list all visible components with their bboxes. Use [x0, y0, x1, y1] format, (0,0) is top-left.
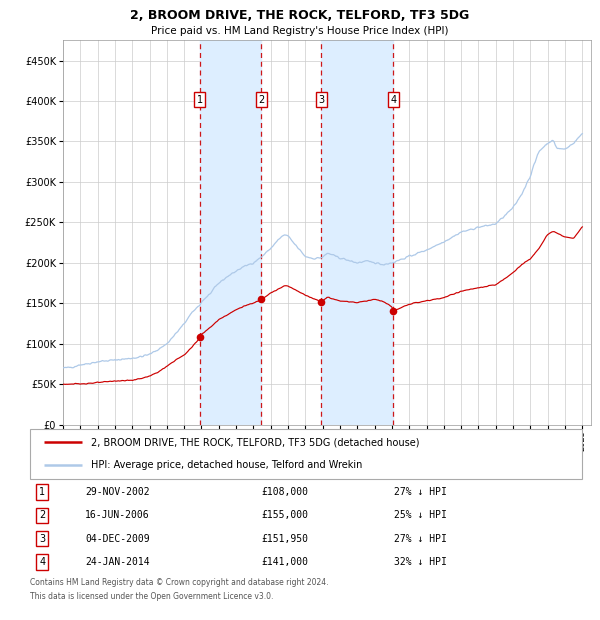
Text: 29-NOV-2002: 29-NOV-2002	[85, 487, 150, 497]
Bar	[321, 40, 393, 425]
Text: 2: 2	[258, 95, 265, 105]
Text: 27% ↓ HPI: 27% ↓ HPI	[394, 534, 447, 544]
Text: 3: 3	[39, 534, 45, 544]
Text: £108,000: £108,000	[262, 487, 309, 497]
Text: 27% ↓ HPI: 27% ↓ HPI	[394, 487, 447, 497]
Text: 3: 3	[318, 95, 325, 105]
Text: HPI: Average price, detached house, Telford and Wrekin: HPI: Average price, detached house, Telf…	[91, 460, 362, 470]
Text: 2, BROOM DRIVE, THE ROCK, TELFORD, TF3 5DG (detached house): 2, BROOM DRIVE, THE ROCK, TELFORD, TF3 5…	[91, 438, 419, 448]
Bar	[200, 40, 262, 425]
Text: 1: 1	[39, 487, 45, 497]
Text: 32% ↓ HPI: 32% ↓ HPI	[394, 557, 447, 567]
Text: 4: 4	[390, 95, 396, 105]
Text: 25% ↓ HPI: 25% ↓ HPI	[394, 510, 447, 520]
Text: £151,950: £151,950	[262, 534, 309, 544]
Text: 2: 2	[39, 510, 45, 520]
Text: Contains HM Land Registry data © Crown copyright and database right 2024.: Contains HM Land Registry data © Crown c…	[30, 578, 329, 587]
Text: 2, BROOM DRIVE, THE ROCK, TELFORD, TF3 5DG: 2, BROOM DRIVE, THE ROCK, TELFORD, TF3 5…	[130, 9, 470, 22]
Text: 1: 1	[197, 95, 203, 105]
Text: Price paid vs. HM Land Registry's House Price Index (HPI): Price paid vs. HM Land Registry's House …	[151, 26, 449, 36]
Text: £141,000: £141,000	[262, 557, 309, 567]
Text: £155,000: £155,000	[262, 510, 309, 520]
Text: 24-JAN-2014: 24-JAN-2014	[85, 557, 150, 567]
Text: This data is licensed under the Open Government Licence v3.0.: This data is licensed under the Open Gov…	[30, 592, 274, 601]
Text: 16-JUN-2006: 16-JUN-2006	[85, 510, 150, 520]
Text: 04-DEC-2009: 04-DEC-2009	[85, 534, 150, 544]
Text: 4: 4	[39, 557, 45, 567]
